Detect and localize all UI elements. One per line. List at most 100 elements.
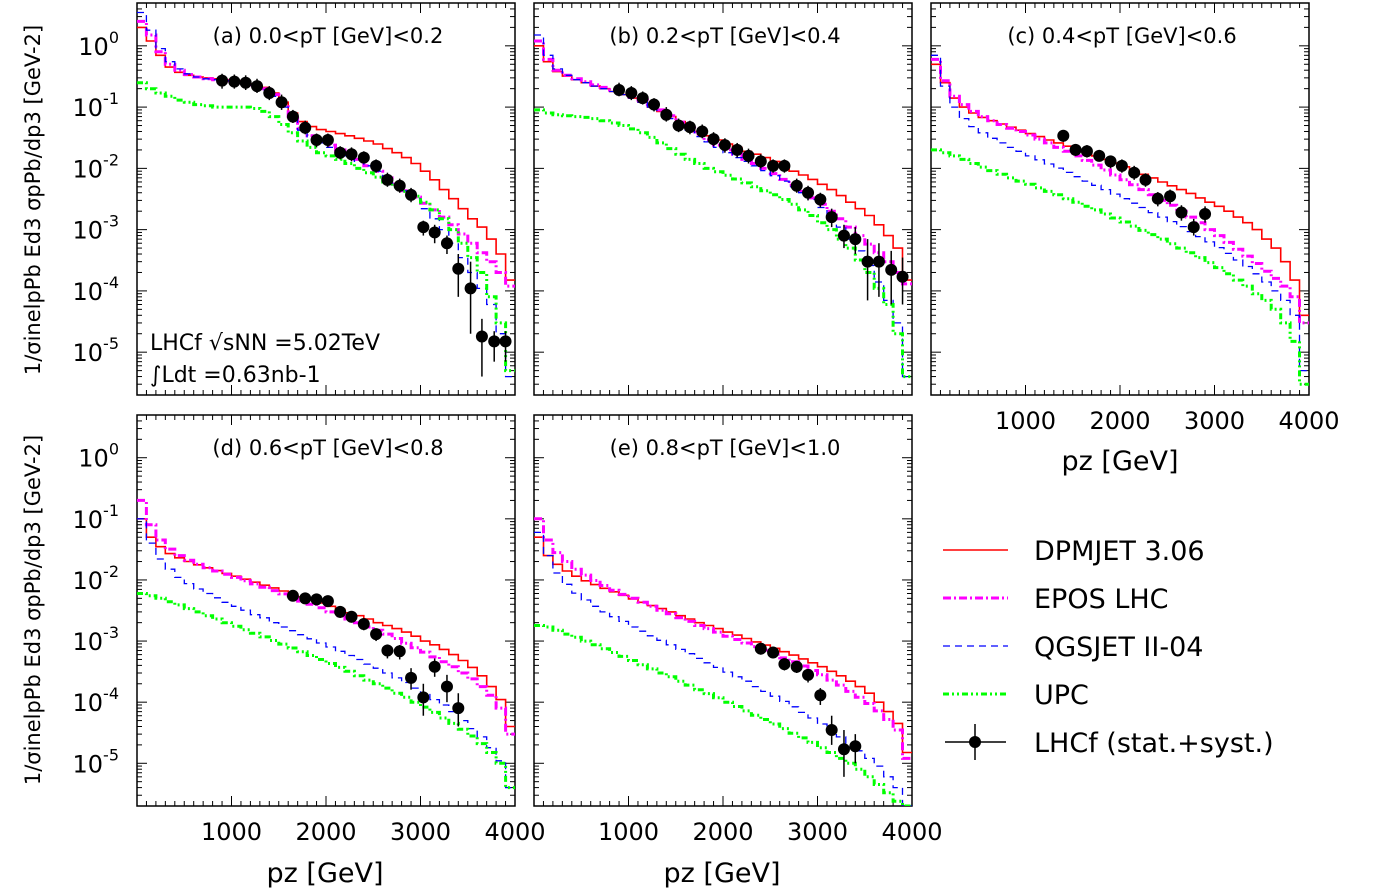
lhcf-point (299, 592, 312, 605)
lhcf-point (648, 98, 661, 111)
plot-frame (533, 2, 913, 396)
series-dpmjet-3-06 (137, 26, 515, 281)
panel-e: 1000 2000 3000 4000 (e) 0.8<pT [GeV]<1.0 (533, 414, 943, 846)
lhcf-point (683, 121, 696, 134)
lhcf-point (286, 589, 299, 602)
lhcf-point (754, 155, 767, 168)
lhcf-point (1115, 159, 1128, 172)
lhcf-point (790, 660, 803, 673)
legend-item: UPC (943, 680, 1089, 711)
lhcf-point (660, 108, 673, 121)
lhcf-point (334, 146, 347, 159)
lhcf-point (475, 330, 488, 343)
panel-title: (e) 0.8<pT [GeV]<1.0 (610, 436, 841, 460)
series-epos-lhc (137, 498, 515, 736)
panel-d: 100 10-1 10-2 10-3 10-4 10-5 1000 2000 3000 4000 (… (73, 414, 546, 846)
series-epos-lhc (534, 517, 912, 760)
lhcf-point (731, 143, 744, 156)
lhcf-point (1151, 192, 1164, 205)
lhcf-point (1139, 173, 1152, 186)
panel-title: (a) 0.0<pT [GeV]<0.2 (213, 24, 444, 48)
lhcf-point (767, 646, 780, 659)
series-group (931, 54, 1309, 386)
lhcf-point (1175, 206, 1188, 219)
y-tick-label: 10-2 (73, 562, 120, 595)
lhcf-point (321, 134, 334, 147)
lhcf-point (849, 233, 862, 246)
lhcf-point (357, 618, 370, 631)
lhcf-point (1069, 143, 1082, 156)
x-tick-label: 1000 (201, 818, 262, 846)
lhcf-point (802, 668, 815, 681)
series-upc (137, 592, 515, 790)
lhcf-point (825, 724, 838, 737)
lhcf-point (370, 628, 383, 641)
series-group (137, 498, 515, 790)
lhcf-point (1164, 190, 1177, 203)
lhcf-point (345, 610, 358, 623)
lhcf-point (814, 689, 827, 702)
lhcf-point (837, 743, 850, 756)
lhcf-point (1080, 145, 1093, 158)
lhcf-point (802, 186, 815, 199)
y-axis-label-text: 1/σinelpPb Ed3 σpPb/dp3 [GeV-2] (21, 435, 45, 785)
lhcf-point (1199, 207, 1212, 220)
x-tick-label: 3000 (1184, 407, 1245, 435)
panel-b: (b) 0.2<pT [GeV]<0.4 (533, 2, 913, 396)
lhcf-point (310, 593, 323, 606)
legend-label: DPMJET 3.06 (1034, 536, 1205, 567)
series-qgsjet-ii-04 (931, 54, 1309, 372)
legend-item: DPMJET 3.06 (943, 536, 1205, 567)
lhcf-point (718, 139, 731, 152)
series-dpmjet-3-06 (931, 63, 1309, 317)
y-tick-label: 10-5 (73, 334, 120, 367)
y-tick-label: 100 (78, 28, 119, 61)
lhcf-point (310, 134, 323, 147)
lhcf-point (440, 237, 453, 250)
x-tick-label: 4000 (881, 818, 942, 846)
series-upc (534, 624, 912, 806)
y-axis-label-bottom: 1/σinelpPb Ed3 σpPb/dp3 [GeV-2] (21, 435, 45, 785)
annotation-luminosity: ∫Ldt =0.63nb-1 (150, 363, 321, 388)
lhcf-point (417, 221, 430, 234)
lhcf-point (896, 270, 909, 283)
y-tick-label: 10-4 (73, 273, 120, 306)
series-group (534, 34, 912, 379)
legend-label: EPOS LHC (1034, 584, 1169, 615)
lhcf-point (767, 159, 780, 172)
lhcf-point (499, 335, 512, 348)
lhcf-point (636, 92, 649, 105)
lhcf-point (707, 133, 720, 146)
lhcf-point (275, 96, 288, 109)
lhcf-point (228, 75, 241, 88)
lhcf-point (405, 671, 418, 684)
series-group (137, 11, 515, 378)
lhcf-point (393, 179, 406, 192)
panels: 100 10-1 10-2 10-3 10-4 10-5 (a) 0.0<pT [GeV]<… (73, 2, 1340, 846)
lhcf-point (885, 263, 898, 276)
lhcf-point (464, 282, 477, 295)
lhcf-point (1128, 166, 1141, 179)
lhcf-point (381, 173, 394, 186)
lhcf-point (742, 149, 755, 162)
lhcf-point (754, 642, 767, 655)
panel-title: (d) 0.6<pT [GeV]<0.8 (212, 436, 443, 460)
lhcf-point (814, 193, 827, 206)
x-axis-label-c: pz [GeV] (1062, 446, 1179, 477)
x-tick-label: 2000 (692, 818, 753, 846)
x-tick-label: 3000 (390, 818, 451, 846)
x-axis-label-d: pz [GeV] (267, 858, 384, 889)
lhcf-point (778, 159, 791, 172)
lhcf-point (872, 255, 885, 268)
legend: DPMJET 3.06 EPOS LHC QGSJET II-04 UPC LHCf (… (943, 536, 1274, 760)
y-tick-label: 100 (78, 440, 119, 473)
y-tick-label: 10-2 (73, 150, 120, 183)
series-qgsjet-ii-04 (534, 531, 912, 806)
y-tick-label: 10-1 (73, 501, 120, 534)
legend-label: LHCf (stat.+syst.) (1034, 728, 1274, 759)
lhcf-point (672, 119, 685, 132)
lhcf-point (861, 255, 874, 268)
lhcf-point (405, 188, 418, 201)
x-tick-label: 2000 (295, 818, 356, 846)
panel-title: (b) 0.2<pT [GeV]<0.4 (609, 24, 840, 48)
